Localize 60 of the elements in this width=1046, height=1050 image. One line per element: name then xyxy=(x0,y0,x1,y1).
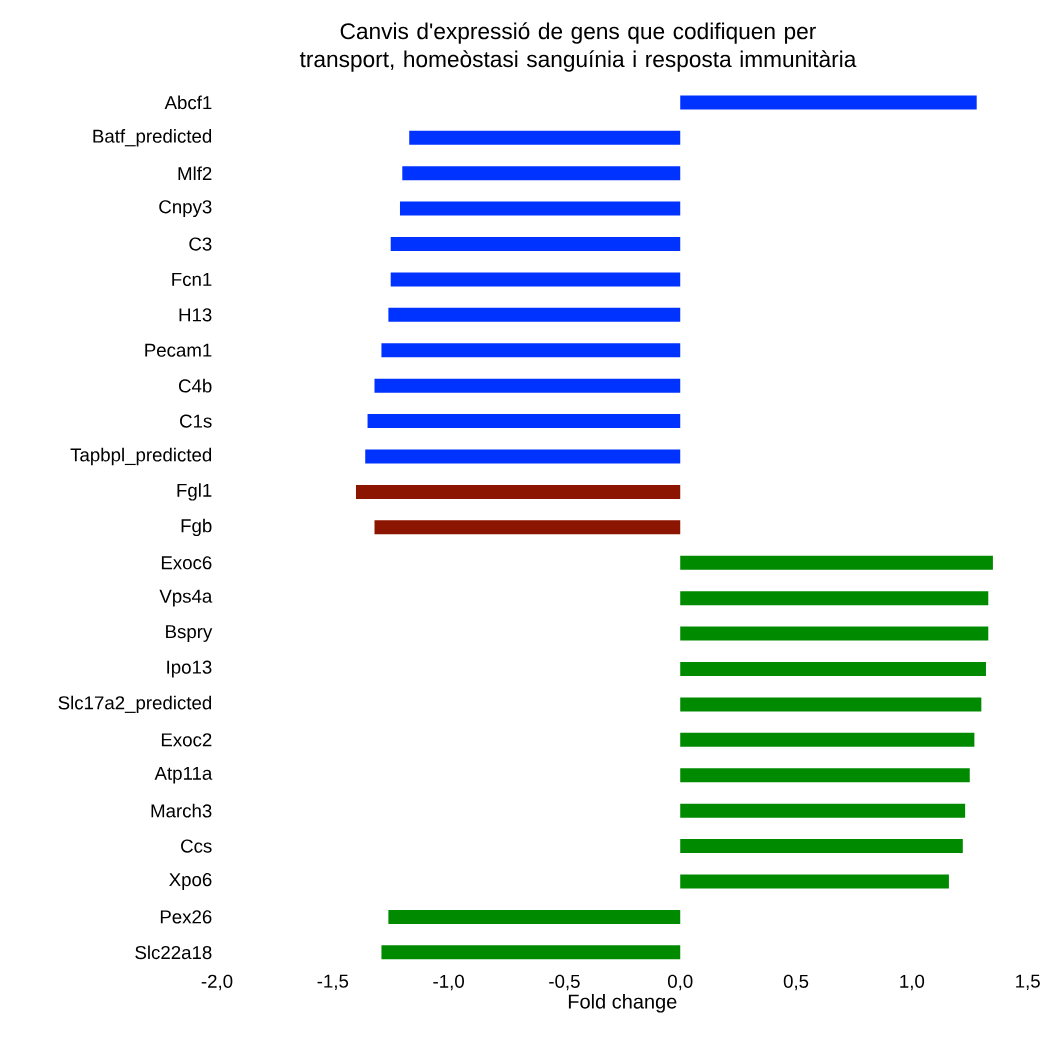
bar xyxy=(680,591,989,606)
bar xyxy=(399,201,681,216)
y-tick-label: March3 xyxy=(151,803,212,818)
y-tick-label: Exoc2 xyxy=(161,733,212,747)
bar xyxy=(355,484,681,499)
bar xyxy=(409,130,681,145)
y-tick-label: Batf_predicted xyxy=(93,129,212,147)
y-tick-label: C3 xyxy=(189,237,212,251)
y-tick-label: Fgb xyxy=(181,518,212,537)
y-tick-label: Tapbpl_predicted xyxy=(70,447,212,466)
bar xyxy=(388,909,681,924)
bar xyxy=(365,449,681,464)
y-tick-label: Exoc6 xyxy=(161,556,212,570)
bar xyxy=(680,626,989,641)
bar xyxy=(388,307,681,322)
bar xyxy=(680,732,975,747)
y-tick-label: Atp11a xyxy=(154,766,213,784)
bar xyxy=(374,378,681,393)
x-tick-label: -0,5 xyxy=(549,974,580,991)
y-tick-label: Abcf1 xyxy=(164,95,212,110)
y-tick-label: Fgl1 xyxy=(177,483,212,501)
y-tick-label: H13 xyxy=(179,308,212,322)
y-tick-label: Ccs xyxy=(181,839,212,853)
x-tick-label: -2,0 xyxy=(201,974,233,991)
y-tick-label: Pex26 xyxy=(160,910,212,924)
bar xyxy=(680,697,982,712)
x-tick-label: 1,0 xyxy=(900,974,925,991)
y-tick-label: Ipo13 xyxy=(167,660,212,678)
bar xyxy=(381,945,681,960)
y-tick-label: C4b xyxy=(178,378,212,393)
y-tick-label: C1s xyxy=(180,414,212,428)
y-tick-label: Vps4a xyxy=(159,589,213,607)
bar xyxy=(390,272,681,287)
bar xyxy=(390,237,681,252)
bar xyxy=(680,768,970,783)
x-tick-label: 0,0 xyxy=(667,974,693,991)
bar xyxy=(680,803,966,818)
y-tick-label: Fcn1 xyxy=(172,272,212,286)
x-tick-label: -1,0 xyxy=(433,974,464,991)
x-tick-label: -1,5 xyxy=(317,974,349,990)
bar xyxy=(680,95,977,110)
y-tick-label: Slc17a2_predicted xyxy=(58,695,212,714)
bar xyxy=(680,874,949,889)
bar xyxy=(680,555,993,570)
x-axis-title: Fold change xyxy=(568,993,677,1013)
y-tick-label: Cnpy3 xyxy=(159,200,212,218)
bar xyxy=(680,662,986,676)
y-tick-label: Pecam1 xyxy=(145,343,212,357)
y-tick-label: Bspry xyxy=(166,625,213,642)
bar xyxy=(381,343,681,358)
y-tick-label: Slc22a18 xyxy=(135,945,212,960)
y-tick-label: Xpo6 xyxy=(169,873,212,890)
bar xyxy=(374,520,681,535)
y-tick-label: Mlf2 xyxy=(178,166,212,180)
chart-title: Canvis d'expressió de gens que codifiquen per transport, homeòstasi sanguínia i resposta immunitària xyxy=(299,22,857,72)
bar xyxy=(402,166,681,181)
bar xyxy=(680,839,963,854)
x-tick-label: 0,5 xyxy=(783,974,809,991)
bar xyxy=(367,414,681,429)
x-tick-label: 1,5 xyxy=(1016,974,1040,990)
